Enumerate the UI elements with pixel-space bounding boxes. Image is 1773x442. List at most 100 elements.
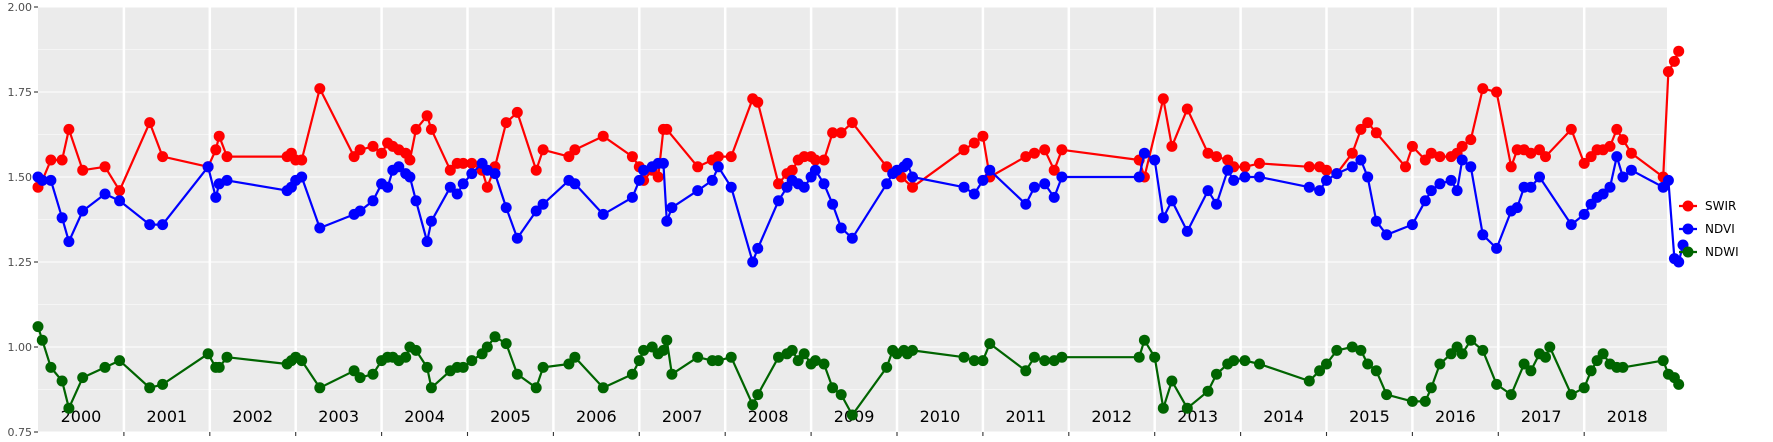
- data-point-ndwi: [1202, 385, 1214, 397]
- data-point-ndwi: [958, 351, 970, 363]
- data-point-ndvi: [1228, 174, 1240, 186]
- data-point-ndwi: [1465, 334, 1477, 346]
- data-point-ndvi: [827, 198, 839, 210]
- data-point-swir: [1303, 161, 1315, 173]
- legend-label: NDVI: [1705, 222, 1735, 236]
- y-axis: 0.75 1.00 1.25 1.50 1.75 2.00: [8, 1, 1585, 439]
- data-point-ndvi: [1181, 225, 1193, 237]
- data-point-ndwi: [1133, 351, 1145, 363]
- year-label: 2011: [1005, 407, 1046, 426]
- y-tick-label: 2.00: [8, 1, 33, 14]
- data-point-ndwi: [400, 351, 412, 363]
- data-point-ndvi: [1355, 154, 1367, 166]
- data-point-ndwi: [712, 355, 724, 367]
- data-point-ndvi: [489, 168, 501, 180]
- data-point-ndwi: [1525, 365, 1537, 377]
- data-point-ndvi: [1381, 229, 1393, 241]
- year-label: 2005: [490, 407, 531, 426]
- data-point-ndvi: [1314, 185, 1326, 197]
- data-point-ndwi: [638, 344, 650, 356]
- data-point-swir: [410, 123, 422, 135]
- data-point-ndwi: [421, 361, 433, 373]
- data-point-swir: [56, 154, 68, 166]
- data-point-swir: [1157, 93, 1169, 105]
- data-point-swir: [210, 144, 222, 156]
- data-point-ndwi: [1518, 358, 1530, 370]
- data-point-swir: [725, 151, 737, 163]
- data-point-ndvi: [1477, 229, 1489, 241]
- data-point-ndvi: [901, 157, 913, 169]
- data-point-swir: [569, 144, 581, 156]
- data-point-ndvi: [425, 215, 437, 227]
- data-point-swir: [1625, 147, 1637, 159]
- data-point-ndwi: [747, 399, 759, 411]
- data-point-swir: [221, 151, 233, 163]
- data-point-ndvi: [1491, 242, 1503, 254]
- data-point-swir: [1578, 157, 1590, 169]
- data-point-swir: [958, 144, 970, 156]
- year-label: 2017: [1521, 407, 1562, 426]
- data-point-ndvi: [657, 157, 669, 169]
- data-point-ndvi: [818, 178, 830, 190]
- data-point-swir: [1039, 144, 1051, 156]
- data-point-ndvi: [1138, 147, 1150, 159]
- data-point-ndwi: [1181, 402, 1193, 414]
- data-point-ndvi: [1321, 174, 1332, 186]
- data-point-ndwi: [114, 355, 126, 367]
- data-point-ndvi: [457, 178, 469, 190]
- data-point-swir: [1048, 164, 1060, 176]
- data-point-ndvi: [1149, 154, 1161, 166]
- data-point-ndvi: [638, 164, 650, 176]
- data-point-swir: [1434, 151, 1446, 163]
- data-point-ndvi: [63, 236, 75, 248]
- data-point-ndvi: [706, 174, 718, 186]
- data-point-ndvi: [1451, 185, 1463, 197]
- data-point-ndvi: [451, 188, 463, 200]
- data-point-ndvi: [1211, 198, 1222, 210]
- data-point-ndvi: [1166, 195, 1178, 207]
- data-point-swir: [1617, 134, 1629, 146]
- data-point-swir: [1355, 123, 1367, 135]
- data-point-ndvi: [1056, 171, 1068, 183]
- data-point-swir: [692, 161, 704, 173]
- data-point-ndwi: [1434, 358, 1446, 370]
- year-label: 2004: [404, 407, 445, 426]
- data-point-ndvi: [1222, 164, 1234, 176]
- data-point-ndvi: [1020, 198, 1032, 210]
- data-point-swir: [1668, 55, 1680, 67]
- data-point-swir: [63, 123, 75, 135]
- data-point-ndwi: [1477, 344, 1489, 356]
- data-point-ndvi: [1133, 171, 1145, 183]
- data-point-swir: [481, 181, 493, 193]
- data-point-ndvi: [1662, 174, 1674, 186]
- data-point-ndwi: [657, 344, 669, 356]
- data-point-ndvi: [1419, 195, 1431, 207]
- data-point-ndvi: [1465, 161, 1477, 173]
- data-point-ndvi: [144, 219, 156, 231]
- data-point-ndwi: [798, 348, 810, 360]
- data-point-ndvi: [1425, 185, 1437, 197]
- data-point-ndvi: [314, 222, 326, 234]
- data-point-swir: [530, 164, 542, 176]
- data-point-ndwi: [1138, 334, 1150, 346]
- data-point-ndvi: [907, 171, 918, 183]
- data-point-ndwi: [809, 355, 821, 367]
- data-point-ndvi: [1525, 181, 1537, 193]
- data-point-ndvi: [798, 181, 810, 193]
- data-point-ndvi: [382, 181, 394, 193]
- data-point-ndvi: [404, 171, 416, 183]
- data-point-ndvi: [1406, 219, 1418, 231]
- data-point-swir: [1400, 161, 1411, 173]
- data-point-ndwi: [1585, 365, 1597, 377]
- year-label: 2003: [318, 407, 359, 426]
- year-label: 2012: [1091, 407, 1132, 426]
- year-label: 2001: [146, 407, 187, 426]
- data-point-ndvi: [666, 202, 678, 214]
- legend-item-ndvi: NDVI: [1679, 222, 1735, 236]
- data-point-ndwi: [1597, 348, 1609, 360]
- data-point-ndwi: [354, 372, 366, 384]
- data-point-swir: [1254, 157, 1265, 169]
- data-point-ndvi: [1434, 178, 1446, 190]
- data-point-ndvi: [1157, 212, 1169, 224]
